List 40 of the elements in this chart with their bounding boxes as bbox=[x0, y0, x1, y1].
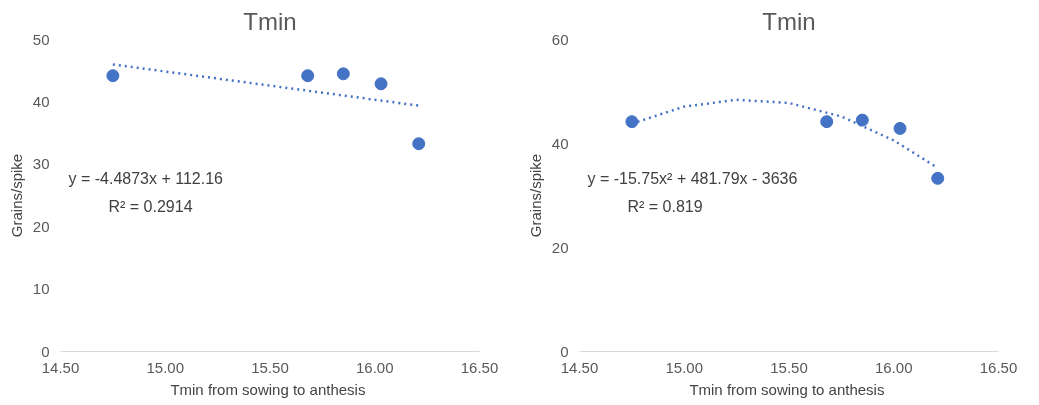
x-tick-label: 15.00 bbox=[665, 358, 704, 376]
y-tick-label: 10 bbox=[32, 280, 50, 298]
x-tick-label: 15.00 bbox=[146, 358, 185, 376]
x-tick-label: 16.50 bbox=[979, 358, 1018, 376]
x-tick-label: 16.50 bbox=[460, 358, 499, 376]
point bbox=[820, 115, 834, 129]
point bbox=[301, 69, 315, 83]
y-tick-label: 60 bbox=[551, 30, 569, 48]
point bbox=[374, 77, 388, 91]
x-tick-label: 15.50 bbox=[770, 358, 808, 376]
annotation: y = -15.75x² + 481.79x - 3636 bbox=[587, 169, 798, 187]
y-tick-label: 0 bbox=[41, 342, 50, 360]
chart-title: Tmin bbox=[243, 7, 297, 35]
y-tick-label: 20 bbox=[551, 238, 569, 256]
point bbox=[412, 137, 426, 151]
y-axis-title: Grains/spike bbox=[526, 153, 544, 238]
annotation: R² = 0.2914 bbox=[108, 197, 193, 215]
point bbox=[106, 69, 120, 83]
x-tick-label: 15.50 bbox=[251, 358, 289, 376]
point bbox=[855, 113, 869, 127]
point bbox=[931, 171, 945, 185]
x-tick-label: 16.00 bbox=[874, 358, 913, 376]
x-axis-title: Tmin from sowing to anthesis bbox=[170, 380, 366, 398]
x-tick-label: 16.00 bbox=[355, 358, 394, 376]
annotation: R² = 0.819 bbox=[627, 197, 703, 215]
chart-title: Tmin bbox=[762, 7, 816, 35]
x-tick-label: 14.50 bbox=[41, 358, 80, 376]
y-tick-label: 40 bbox=[551, 134, 569, 152]
point bbox=[336, 67, 350, 81]
y-axis-title: Grains/spike bbox=[7, 153, 25, 238]
x-tick-label: 14.50 bbox=[560, 358, 599, 376]
annotation: y = -4.4873x + 112.16 bbox=[68, 169, 224, 187]
x-axis-title: Tmin from sowing to anthesis bbox=[689, 380, 885, 398]
y-tick-label: 50 bbox=[32, 30, 50, 48]
y-tick-label: 0 bbox=[560, 342, 569, 360]
point bbox=[625, 115, 639, 129]
y-tick-label: 20 bbox=[32, 217, 50, 235]
y-tick-label: 40 bbox=[32, 92, 50, 110]
point bbox=[893, 121, 907, 135]
y-tick-label: 30 bbox=[32, 155, 50, 173]
